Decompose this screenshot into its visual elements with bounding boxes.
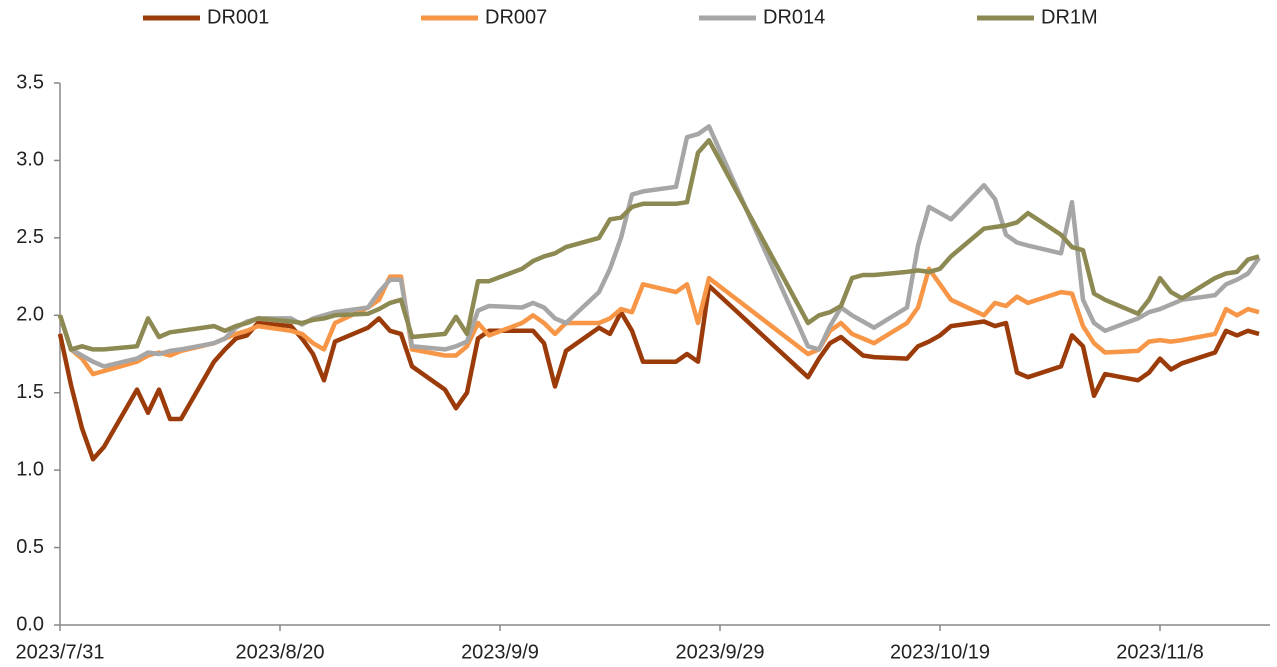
x-tick-label: 2023/11/8 [1116, 641, 1204, 663]
series-line [57, 138, 1260, 352]
y-tick-label: 0.0 [16, 613, 44, 635]
y-tick-label: 3.5 [16, 71, 44, 93]
y-tick-label: 0.5 [16, 536, 44, 558]
x-tick-label: 2023/10/19 [890, 641, 990, 663]
y-tick-label: 2.5 [16, 226, 44, 248]
series-line [57, 124, 1261, 369]
x-tick-label: 2023/7/31 [16, 641, 105, 663]
y-tick-label: 1.5 [16, 381, 44, 403]
y-tick-label: 1.0 [16, 458, 44, 480]
y-tick-label: 3.0 [16, 149, 44, 171]
legend-label: DR007 [485, 6, 547, 28]
x-tick-label: 2023/9/9 [461, 641, 539, 663]
x-tick-label: 2023/9/29 [676, 641, 765, 663]
legend-label: DR014 [763, 6, 825, 28]
series-line [57, 283, 1260, 462]
legend-label: DR001 [207, 6, 269, 28]
y-tick-label: 2.0 [16, 304, 44, 326]
legend-label: DR1M [1041, 6, 1098, 28]
x-tick-label: 2023/8/20 [236, 641, 325, 663]
series-line [57, 266, 1260, 377]
